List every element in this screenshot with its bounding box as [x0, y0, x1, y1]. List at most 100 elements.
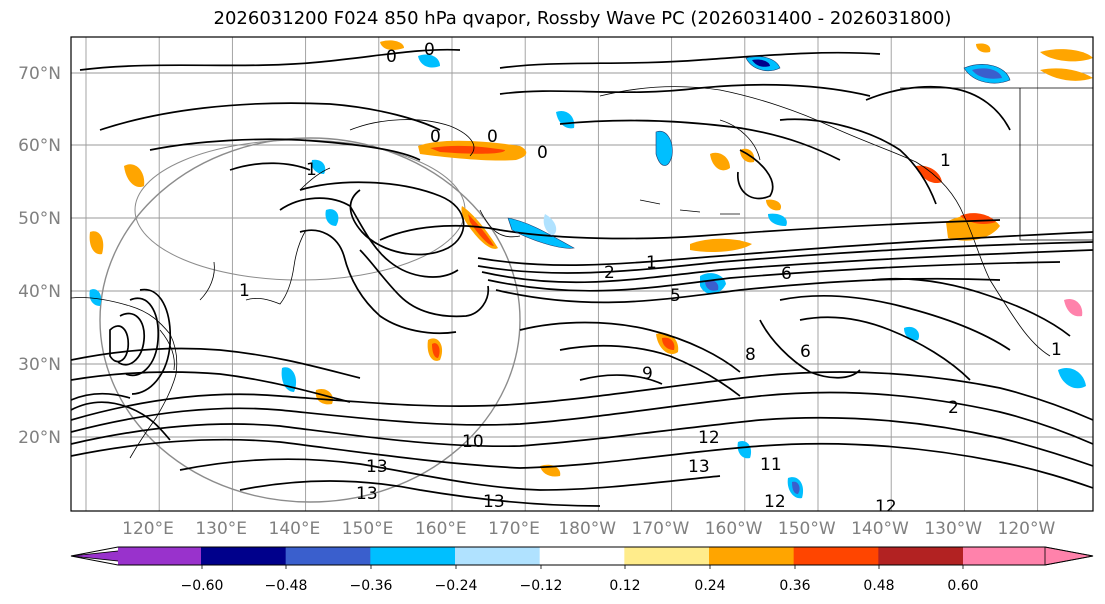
longitude-label: 150°W	[778, 519, 836, 539]
anomaly-patch	[543, 214, 557, 236]
contour-label: 1	[1051, 340, 1062, 360]
contour-label: 9	[642, 364, 653, 384]
colorbar-segment	[201, 547, 287, 565]
colorbar-segment	[709, 547, 795, 565]
patch-outlines	[507, 56, 1011, 249]
contour-label: 6	[800, 342, 811, 362]
contour-label: 13	[356, 484, 378, 504]
longitude-label: 130°W	[924, 519, 982, 539]
colorbar-tick-label: −0.48	[265, 578, 308, 594]
colorbar-segment	[118, 547, 201, 565]
anomaly-patch	[662, 337, 675, 350]
colorbar-outline	[70, 546, 1094, 566]
contour-label: 5	[670, 286, 681, 306]
latitude-label: 20°N	[18, 428, 61, 448]
anomaly-patch	[1040, 68, 1093, 81]
contour-label: 12	[698, 428, 720, 448]
colorbar-tick-label: −0.36	[350, 578, 393, 594]
latitude-label: 70°N	[18, 64, 61, 84]
anomaly-patch	[89, 231, 104, 255]
anomaly-patch	[468, 214, 494, 246]
latitude-label: 60°N	[18, 136, 61, 156]
anomaly-patch	[1040, 49, 1093, 62]
anomaly-patch	[1058, 367, 1086, 389]
contour-label: 1	[239, 281, 250, 301]
plot-frame	[70, 36, 1094, 512]
anomaly-patch	[325, 209, 339, 226]
colorbar-segment	[285, 547, 371, 565]
anomaly-patch	[972, 68, 1002, 79]
anomaly-patch	[311, 159, 326, 174]
longitude-label: 160°E	[415, 519, 467, 539]
colorbar	[70, 546, 1094, 566]
anomaly-patch	[705, 280, 719, 291]
longitude-label: 160°W	[705, 519, 763, 539]
colorbar-segment	[878, 547, 964, 565]
anomaly-patch	[656, 131, 673, 166]
anomaly-patch	[124, 164, 145, 188]
contour-label: 12	[764, 492, 786, 512]
map-title: 2026031200 F024 850 hPa qvapor, Rossby W…	[213, 8, 952, 29]
longitude-label: 170°W	[632, 519, 690, 539]
colorbar-tick-label: 0.12	[609, 578, 640, 594]
contour-label: 0	[487, 127, 498, 147]
contour-label: 0	[424, 40, 435, 60]
contour-lines	[71, 48, 1093, 507]
longitude-label: 130°E	[195, 519, 247, 539]
contour-label: 2	[604, 263, 615, 283]
contour-label: 1	[646, 253, 657, 273]
colorbar-extend-max	[1044, 546, 1094, 566]
latitude-label: 40°N	[18, 282, 61, 302]
contour-label: 0	[430, 127, 441, 147]
colorbar-segment	[455, 547, 541, 565]
longitude-label: 170°E	[488, 519, 540, 539]
colorbar-tick-label: −0.60	[181, 578, 224, 594]
anomaly-patch	[1064, 298, 1083, 317]
coastlines	[71, 86, 1093, 459]
anomaly-patch	[710, 152, 730, 171]
colorbar-tick-label: 0.36	[779, 578, 810, 594]
anomaly-patch	[430, 145, 505, 154]
longitude-label: 140°E	[269, 519, 321, 539]
latitude-labels: 70°N 60°N 50°N 40°N 30°N 20°N	[18, 64, 61, 448]
anomaly-patch	[737, 440, 752, 459]
anomaly-patch	[768, 213, 787, 226]
longitude-label: 180°W	[558, 519, 616, 539]
contour-label: 2	[948, 398, 959, 418]
colorbar-tick-label: 0.60	[947, 578, 978, 594]
anomaly-patch	[792, 481, 800, 494]
plot-area	[71, 37, 1093, 511]
colorbar-segment	[793, 547, 879, 565]
colorbar-segment	[539, 547, 625, 565]
range-circle	[99, 137, 521, 503]
colorbar-segment	[624, 547, 710, 565]
colorbar-tick-label: −0.12	[520, 578, 563, 594]
anomaly-patch	[432, 343, 440, 358]
longitude-label: 120°W	[998, 519, 1056, 539]
longitude-labels: 120°E 130°E 140°E 150°E 160°E 170°E 180°W 170°W…	[122, 519, 1055, 539]
colorbar-tick-label: 0.24	[694, 578, 725, 594]
contour-label: 12	[875, 497, 897, 517]
latitude-label: 50°N	[18, 209, 61, 229]
contour-label: 1	[306, 160, 317, 180]
colorbar-segment	[370, 547, 456, 565]
contour-label: 11	[760, 455, 782, 475]
contour-label: 1	[940, 151, 951, 171]
colorbar-tick-label: 0.48	[863, 578, 894, 594]
contour-label: 0	[537, 143, 548, 163]
longitude-label: 120°E	[122, 519, 174, 539]
colorbar-segment	[963, 547, 1045, 565]
latitude-label: 30°N	[18, 355, 61, 375]
anomaly-patch	[766, 199, 782, 211]
contour-label: 13	[366, 457, 388, 477]
anomaly-patch	[556, 110, 575, 129]
contour-label: 6	[781, 264, 792, 284]
anomaly-patch	[508, 218, 574, 249]
anomaly-patch	[690, 238, 752, 252]
colorbar-tick-label: −0.24	[435, 578, 478, 594]
longitude-label: 140°W	[851, 519, 909, 539]
graticule	[71, 37, 1093, 511]
contour-label: 8	[745, 345, 756, 365]
